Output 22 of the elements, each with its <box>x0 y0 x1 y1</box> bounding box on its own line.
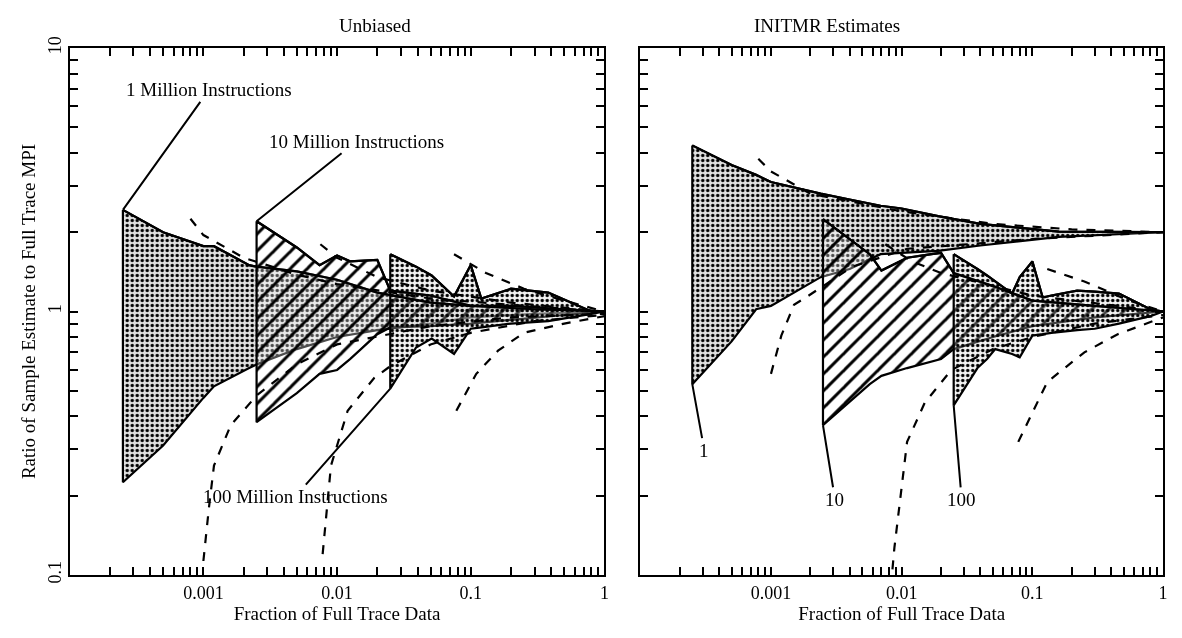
y-tick-label: 10 <box>44 36 65 55</box>
chart-title: Unbiased <box>339 15 412 36</box>
chart-title: INITMR Estimates <box>754 15 901 36</box>
x-tick-label: 0.1 <box>1021 582 1044 603</box>
x-axis-title: Fraction of Full Trace Data <box>798 602 1006 624</box>
y-tick-label: 1 <box>44 304 65 314</box>
y-tick-label: 0.1 <box>44 561 65 584</box>
x-tick-label: 1 <box>1158 582 1168 603</box>
x-tick-label: 0.001 <box>750 582 792 603</box>
annotation: 1 <box>699 440 709 461</box>
x-tick-label: 0.01 <box>885 582 918 603</box>
annotation: 100 <box>947 489 976 510</box>
annotation: 10 <box>825 489 844 510</box>
x-tick-label: 0.001 <box>183 582 224 603</box>
x-tick-label: 0.1 <box>459 582 482 603</box>
y-axis-title: Ratio of Sample Estimate to Full Trace MPI <box>17 143 39 480</box>
annotation: 1 Million Instructions <box>126 79 292 100</box>
annotation: 100 Million Instructions <box>203 486 388 507</box>
x-axis-title: Fraction of Full Trace Data <box>233 602 442 624</box>
x-tick-label: 0.01 <box>321 582 353 603</box>
annotation: 10 Million Instructions <box>269 131 445 152</box>
x-tick-label: 1 <box>599 582 609 603</box>
